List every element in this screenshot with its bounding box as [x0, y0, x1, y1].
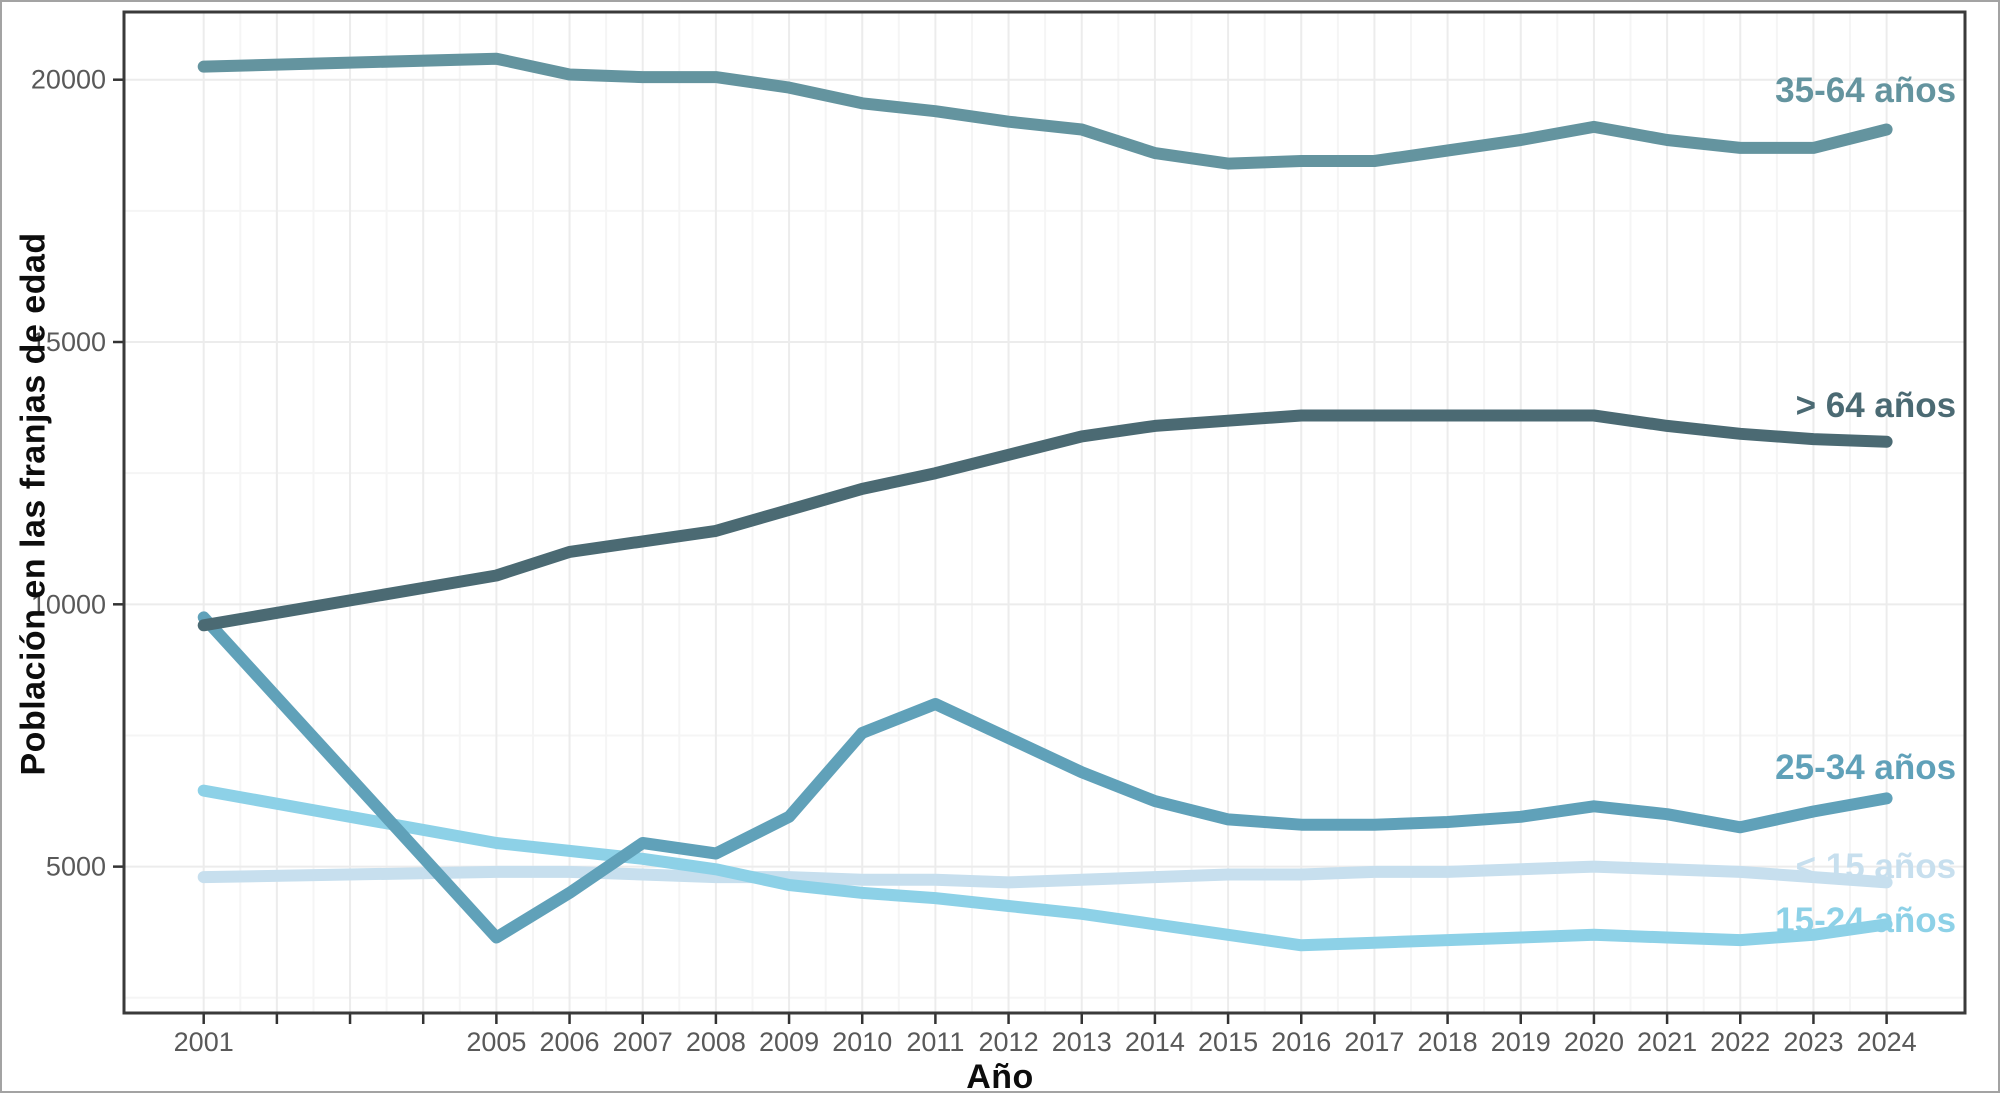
series-label-64-años: > 64 años — [1796, 386, 1957, 425]
series-line-15-24-anos — [197, 784, 1893, 952]
x-tick-label: 2011 — [906, 1027, 964, 1057]
y-tick-label: 10000 — [31, 589, 106, 619]
series-label-25-34-años: 25-34 años — [1775, 748, 1956, 787]
y-tick-label: 5000 — [46, 852, 106, 882]
y-tick-label: 20000 — [31, 65, 106, 95]
x-tick-label: 2010 — [832, 1027, 892, 1057]
series-label-35-64-años: 35-64 años — [1775, 71, 1956, 110]
x-tick-label: 2006 — [540, 1027, 600, 1057]
x-tick-label: 2013 — [1052, 1027, 1112, 1057]
x-tick-label: 2021 — [1637, 1027, 1697, 1057]
x-tick-label: 2005 — [466, 1027, 526, 1057]
series-label-15-24-años: 15-24 años — [1775, 901, 1956, 940]
series-line-25-34-anos — [197, 611, 1893, 944]
x-tick-label: 2019 — [1491, 1027, 1551, 1057]
series-line-35-64-anos — [197, 52, 1893, 170]
y-axis-title: Población en las franjas de edad — [14, 232, 53, 776]
x-tick-label: 2016 — [1271, 1027, 1331, 1057]
x-tick-label: 2012 — [979, 1027, 1039, 1057]
x-tick-label: 2018 — [1418, 1027, 1478, 1057]
x-tick-label: 2014 — [1125, 1027, 1185, 1057]
series-line-lt-15-anos — [197, 860, 1893, 889]
y-tick-label: 15000 — [31, 327, 106, 357]
x-tick-label: 2024 — [1857, 1027, 1917, 1057]
x-tick-label: 2015 — [1198, 1027, 1258, 1057]
series-label-15-años: < 15 años — [1796, 847, 1957, 886]
x-axis-title: Año — [966, 1058, 1034, 1093]
x-tick-label: 2007 — [613, 1027, 673, 1057]
x-tick-label: 2020 — [1564, 1027, 1624, 1057]
x-tick-label: 2008 — [686, 1027, 746, 1057]
x-tick-label: 2017 — [1344, 1027, 1404, 1057]
x-tick-label: 2009 — [759, 1027, 819, 1057]
x-tick-label: 2001 — [174, 1027, 234, 1057]
panel-border — [122, 10, 1967, 1015]
x-tick-label: 2023 — [1783, 1027, 1843, 1057]
x-tick-label: 2022 — [1710, 1027, 1770, 1057]
series-line-gt-64-anos — [197, 409, 1893, 632]
